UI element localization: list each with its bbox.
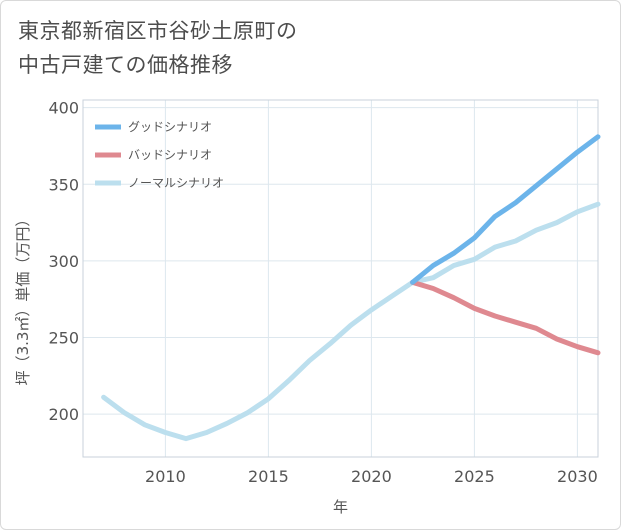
x-tick-label: 2030: [557, 467, 598, 486]
series-lines: [101, 134, 601, 442]
x-tick-label: 2015: [248, 467, 289, 486]
chart-title-line-2: 中古戸建ての価格推移: [18, 53, 233, 77]
legend-label: グッドシナリオ: [128, 120, 212, 134]
x-tick-label: 2025: [454, 467, 495, 486]
y-tick-label: 300: [48, 252, 79, 271]
y-tick-label: 250: [48, 328, 79, 347]
y-tick-labels: 200 250 300 350 400: [48, 99, 79, 424]
y-tick-label: 200: [48, 405, 79, 424]
y-axis-title: 坪（3.3㎡）単価（万円）: [14, 212, 32, 386]
plot-frame: [82, 99, 599, 458]
legend-label: ノーマルシナリオ: [128, 176, 224, 190]
x-axis-title: 年: [333, 498, 348, 516]
y-tick-label: 350: [48, 175, 79, 194]
legend-label: バッドシナリオ: [128, 148, 212, 162]
series-line-0: [410, 134, 601, 285]
x-tick-label: 2020: [351, 467, 392, 486]
x-tick-labels: 2010 2015 2020 2025 2030: [145, 467, 598, 486]
series-line-2: [101, 201, 601, 442]
chart-title: 東京都新宿区市谷砂土原町の 中古戸建ての価格推移: [18, 14, 438, 82]
x-tick-label: 2010: [145, 467, 186, 486]
series-line-1: [410, 279, 601, 356]
grid-lines: [83, 100, 598, 457]
chart-title-line-1: 東京都新宿区市谷砂土原町の: [18, 19, 298, 43]
y-tick-label: 400: [48, 99, 79, 118]
